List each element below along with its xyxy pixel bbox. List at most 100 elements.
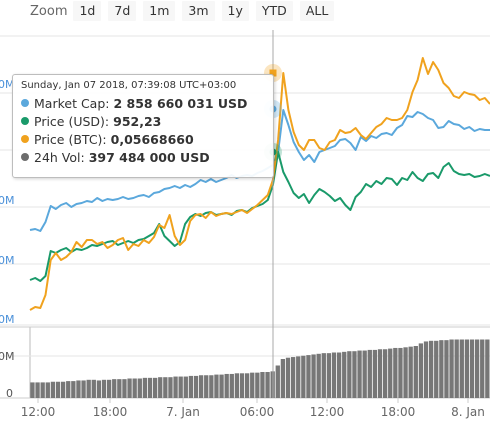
volume-bar [66,381,71,398]
x-tick-label: 06:00 [240,405,275,419]
volume-bar [60,381,66,398]
volume-bar [290,357,296,398]
volume-bar [296,356,301,398]
y-tick-label: 0M [0,78,15,91]
tooltip-value: 0,05668660 [110,131,194,147]
market-cap-dot-icon [21,99,29,107]
y-tick-label: 0M [0,194,15,207]
price-usd-line [29,151,490,282]
volume-bar [178,376,183,398]
volume-bar [459,339,464,398]
volume-bar [112,379,117,398]
tooltip-label: 24h Vol: [34,149,85,165]
volume-bar [71,381,76,398]
volume-bar [311,354,316,398]
volume-bar [106,379,112,398]
volume-bar [464,339,470,398]
volume-bar [40,382,45,398]
volume-bar [388,348,393,398]
tooltip-row-market-cap: Market Cap: 2 858 660 031 USD [21,94,265,112]
volume-bar [382,349,388,398]
volume-bar [377,349,383,398]
volume-bar [408,346,413,398]
y-tick-label: 0M [0,313,15,326]
axis-labels: 0M 0M 0M 0M 0M 0 12:00 18:00 7. Jan 06:00 12:00 18:… [0,78,485,419]
zoom-button-1m[interactable]: 1m [143,1,176,21]
volume-bar [439,340,444,398]
volume-bar [367,349,372,398]
volume-bar [352,351,357,398]
volume-bar [183,376,188,398]
volume-bar [306,355,311,398]
volume-bar [163,377,168,398]
zoom-button-ytd[interactable]: YTD [255,1,293,21]
volume-bar [219,374,224,398]
volume-bar [204,375,209,398]
volume-bar [285,357,291,398]
volume-bar [403,347,408,398]
volume-bar [265,372,270,398]
tooltip-value: 2 858 660 031 USD [113,95,248,111]
volume-bar [168,377,173,398]
zoom-button-3m[interactable]: 3m [182,1,215,21]
price-usd-dot-icon [21,117,29,125]
tooltip-label: Price (BTC): [34,131,107,147]
zoom-label: Zoom [30,3,68,19]
volume-bar [188,375,194,398]
volume-bar [469,339,475,398]
volume-bar [142,377,148,398]
volume-bar [347,351,352,398]
volume-bar [331,352,337,398]
volume-dot-icon [21,153,29,161]
zoom-bar: Zoom 1d 7d 1m 3m 1y YTD ALL [0,0,490,22]
volume-bar [30,382,35,398]
volume-bar [229,373,234,398]
zoom-button-7d[interactable]: 7d [108,1,137,21]
volume-bar [214,374,219,398]
volume-tick-label: 0 [6,387,13,400]
volume-bar [480,339,485,398]
volume-bar [173,376,178,398]
volume-bar [117,379,122,398]
volume-bar [81,380,86,398]
volume-bar [449,339,454,398]
volume-bar [158,377,163,398]
x-tick-label: 18:00 [93,405,128,419]
x-tick-label: 7. Jan [166,405,200,419]
volume-bar [244,373,250,398]
zoom-button-1d[interactable]: 1d [73,1,102,21]
volume-tick-label: 0M [0,350,15,363]
volume-bar [280,359,286,398]
volume-bar [198,375,204,398]
volume-bar [326,353,332,398]
volume-bar [122,379,127,398]
volume-bar [342,351,347,398]
x-tick-label: 8. Jan [451,405,485,419]
volume-bar [55,381,61,398]
volume-bar [413,346,418,398]
volume-bar [301,355,306,398]
volume-bar [316,353,321,398]
volume-bar [224,373,229,398]
volume-bar [50,381,56,398]
volume-bar [86,379,91,398]
volume-bar [434,340,439,398]
tooltip-value: 952,23 [113,113,162,129]
volume-bar [209,375,214,398]
volume-bar [101,379,107,398]
volume-bar [423,341,429,398]
volume-bar [372,349,378,398]
volume-bar [137,378,142,398]
volume-bar [454,339,459,398]
volume-bar [418,343,424,398]
price-btc-dot-icon [21,135,29,143]
tooltip-row-volume: 24h Vol: 397 484 000 USD [21,148,265,166]
volume-bar [428,340,434,398]
volume-bars [30,339,490,398]
zoom-button-all[interactable]: ALL [299,1,335,21]
zoom-button-1y[interactable]: 1y [221,1,249,21]
volume-bar [147,377,153,398]
volume-bar [132,378,137,398]
